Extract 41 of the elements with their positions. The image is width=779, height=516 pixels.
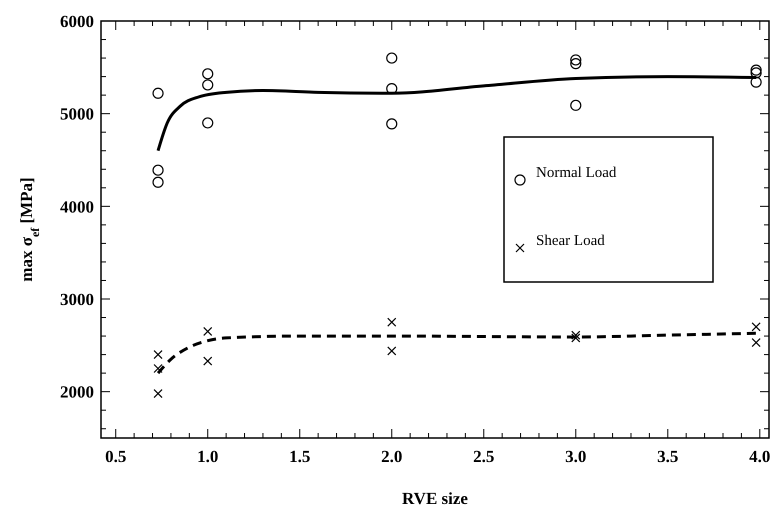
point [152, 88, 164, 99]
y-tick-label: 6000 [60, 12, 94, 31]
x-tick-label: 2.5 [473, 447, 494, 466]
x-tick-label: 3.0 [565, 447, 586, 466]
x-tick-label: 4.0 [749, 447, 770, 466]
point [750, 76, 762, 88]
y-tick-label: 3000 [60, 290, 94, 309]
point [570, 100, 582, 111]
point [386, 118, 398, 130]
legend-label: Normal Load [536, 165, 617, 181]
point [750, 67, 762, 78]
point [571, 330, 580, 340]
point [153, 388, 163, 398]
point [570, 58, 582, 70]
point [571, 333, 580, 343]
point [752, 338, 761, 348]
point [202, 68, 214, 80]
point [387, 346, 396, 356]
legend-label: Shear Load [536, 233, 606, 249]
x-tick-label: 1.5 [289, 447, 310, 466]
x-tick-label: 2.0 [381, 447, 402, 466]
point [152, 176, 164, 188]
point [152, 164, 164, 176]
point [203, 356, 212, 366]
x-tick-label: 1.0 [197, 447, 218, 466]
point [153, 364, 163, 374]
point [570, 54, 582, 66]
point [202, 79, 214, 91]
point [752, 322, 761, 332]
point [387, 318, 396, 327]
x-axis-title: RVE size [402, 489, 468, 508]
point [153, 350, 163, 360]
y-tick-label: 2000 [60, 382, 94, 402]
x-tick-label: 0.5 [105, 447, 126, 466]
point [386, 52, 398, 64]
y-tick-label: 5000 [60, 104, 94, 124]
x-tick-label: 3.5 [657, 447, 678, 466]
point [202, 117, 214, 129]
y-tick-label: 4000 [60, 197, 94, 216]
point [750, 64, 762, 76]
point [203, 326, 212, 336]
